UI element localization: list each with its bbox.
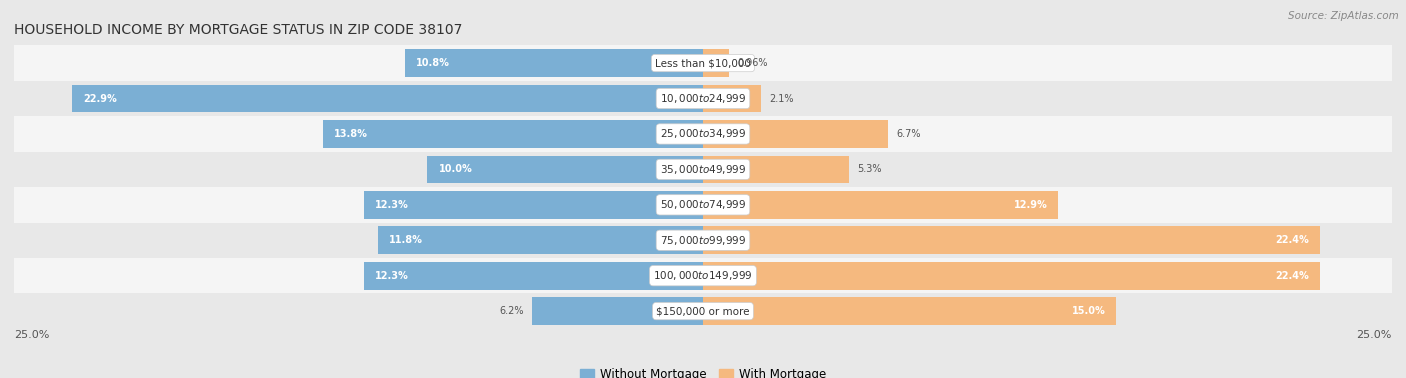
Bar	[703, 156, 849, 183]
Text: 22.9%: 22.9%	[83, 93, 117, 104]
Text: 22.4%: 22.4%	[1275, 235, 1309, 245]
Text: 12.9%: 12.9%	[1014, 200, 1047, 210]
Text: Source: ZipAtlas.com: Source: ZipAtlas.com	[1288, 11, 1399, 21]
Bar	[378, 226, 703, 254]
Bar	[14, 258, 1392, 293]
Text: 10.0%: 10.0%	[439, 164, 472, 174]
Bar	[364, 191, 703, 218]
Bar	[14, 116, 1392, 152]
Bar	[14, 223, 1392, 258]
Bar	[703, 297, 1116, 325]
Bar	[703, 49, 730, 77]
Text: $10,000 to $24,999: $10,000 to $24,999	[659, 92, 747, 105]
Text: 15.0%: 15.0%	[1071, 306, 1105, 316]
Bar	[14, 45, 1392, 81]
Bar	[14, 152, 1392, 187]
Bar	[427, 156, 703, 183]
Text: $25,000 to $34,999: $25,000 to $34,999	[659, 127, 747, 141]
Text: 22.4%: 22.4%	[1275, 271, 1309, 281]
Text: 0.96%: 0.96%	[738, 58, 768, 68]
Text: HOUSEHOLD INCOME BY MORTGAGE STATUS IN ZIP CODE 38107: HOUSEHOLD INCOME BY MORTGAGE STATUS IN Z…	[14, 23, 463, 37]
Text: 11.8%: 11.8%	[389, 235, 423, 245]
Text: $35,000 to $49,999: $35,000 to $49,999	[659, 163, 747, 176]
Text: $150,000 or more: $150,000 or more	[657, 306, 749, 316]
Bar	[703, 120, 887, 148]
Bar	[703, 226, 1320, 254]
Text: $50,000 to $74,999: $50,000 to $74,999	[659, 198, 747, 211]
Bar	[405, 49, 703, 77]
Text: 12.3%: 12.3%	[375, 200, 409, 210]
Bar	[703, 85, 761, 112]
Text: 2.1%: 2.1%	[769, 93, 793, 104]
Bar	[14, 293, 1392, 329]
Bar	[323, 120, 703, 148]
Bar	[531, 297, 703, 325]
Text: 6.7%: 6.7%	[896, 129, 921, 139]
Bar	[14, 81, 1392, 116]
Legend: Without Mortgage, With Mortgage: Without Mortgage, With Mortgage	[575, 363, 831, 378]
Text: $100,000 to $149,999: $100,000 to $149,999	[654, 269, 752, 282]
Bar	[703, 262, 1320, 290]
Text: $75,000 to $99,999: $75,000 to $99,999	[659, 234, 747, 247]
Bar	[364, 262, 703, 290]
Bar	[703, 191, 1059, 218]
Text: 12.3%: 12.3%	[375, 271, 409, 281]
Text: 25.0%: 25.0%	[1357, 330, 1392, 339]
Bar	[72, 85, 703, 112]
Text: 6.2%: 6.2%	[499, 306, 524, 316]
Text: Less than $10,000: Less than $10,000	[655, 58, 751, 68]
Text: 13.8%: 13.8%	[333, 129, 367, 139]
Bar	[14, 187, 1392, 223]
Text: 25.0%: 25.0%	[14, 330, 49, 339]
Text: 10.8%: 10.8%	[416, 58, 450, 68]
Text: 5.3%: 5.3%	[858, 164, 882, 174]
